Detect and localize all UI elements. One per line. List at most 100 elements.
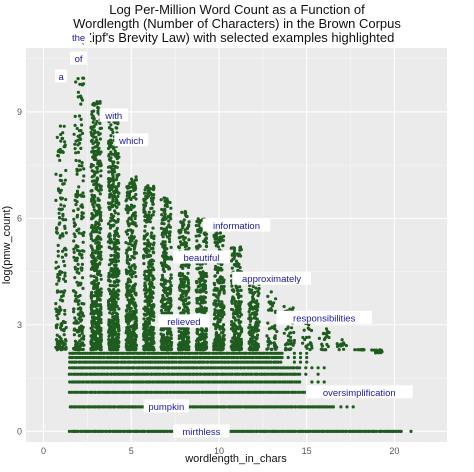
data-point — [162, 366, 166, 370]
data-point — [74, 151, 78, 155]
data-point — [180, 272, 185, 276]
data-point — [219, 314, 223, 318]
data-point — [152, 251, 156, 255]
data-point — [203, 380, 207, 384]
data-point — [216, 278, 220, 282]
data-point — [92, 201, 96, 205]
data-point — [150, 360, 154, 364]
data-point — [113, 296, 117, 300]
data-point — [160, 360, 165, 364]
data-point — [128, 182, 132, 186]
data-point — [162, 429, 166, 433]
data-point — [217, 372, 221, 376]
data-point — [103, 351, 107, 355]
data-point — [98, 185, 102, 189]
data-point — [58, 158, 62, 162]
data-point — [124, 251, 128, 255]
data-point — [74, 347, 78, 352]
data-point — [166, 390, 170, 394]
data-point — [184, 230, 188, 234]
data-point — [220, 331, 224, 335]
data-point — [227, 355, 231, 360]
data-point — [239, 405, 243, 409]
data-point — [127, 246, 131, 250]
data-point — [161, 266, 165, 271]
data-point — [116, 335, 120, 340]
data-point — [186, 265, 191, 269]
data-point — [162, 372, 166, 376]
data-point — [106, 372, 110, 376]
data-point — [213, 267, 217, 271]
data-point — [262, 390, 266, 394]
data-point — [116, 288, 120, 292]
data-point — [187, 238, 191, 242]
data-point — [236, 306, 240, 310]
data-point — [198, 290, 202, 294]
data-point — [90, 193, 94, 197]
data-point — [208, 355, 212, 360]
data-point — [162, 279, 166, 283]
data-point — [76, 307, 80, 311]
data-point — [108, 289, 112, 293]
data-point — [145, 196, 149, 200]
data-point — [111, 160, 115, 164]
data-point — [167, 237, 171, 241]
data-point — [236, 366, 240, 370]
data-point — [60, 232, 65, 236]
data-point — [239, 366, 243, 370]
data-point — [127, 330, 131, 335]
data-point — [114, 126, 118, 130]
data-point — [161, 305, 166, 309]
data-point — [187, 224, 191, 228]
data-point — [127, 186, 131, 190]
data-point — [97, 317, 101, 321]
data-point — [128, 288, 132, 292]
data-point — [239, 341, 243, 345]
data-point — [151, 226, 155, 230]
data-point — [133, 340, 137, 345]
data-point — [280, 405, 284, 409]
data-point — [150, 193, 154, 197]
data-point — [230, 372, 235, 376]
data-point — [125, 289, 130, 293]
data-point — [96, 285, 100, 289]
data-point — [109, 123, 113, 127]
data-point — [215, 235, 219, 239]
data-point — [238, 372, 242, 376]
data-point — [82, 343, 86, 347]
data-point — [142, 323, 146, 327]
data-point — [195, 351, 200, 355]
data-point — [149, 299, 153, 303]
data-point — [56, 317, 60, 321]
data-point — [143, 281, 147, 285]
data-point — [72, 328, 76, 332]
data-point — [160, 264, 165, 268]
data-point — [160, 207, 164, 212]
data-point — [63, 338, 68, 342]
data-point — [72, 232, 76, 236]
data-point — [184, 213, 188, 217]
data-point — [89, 165, 93, 169]
data-point — [107, 305, 111, 309]
data-point — [287, 366, 291, 370]
data-point — [61, 249, 65, 253]
data-point — [98, 192, 102, 196]
data-point — [218, 320, 222, 324]
data-point — [124, 405, 128, 409]
data-point — [76, 283, 80, 287]
data-point — [247, 310, 251, 314]
data-point — [143, 210, 147, 214]
data-point — [94, 170, 98, 174]
data-point — [92, 347, 96, 351]
data-point — [107, 153, 111, 157]
data-point — [77, 168, 81, 172]
data-point — [231, 257, 235, 261]
data-point — [117, 327, 121, 331]
data-point — [380, 429, 384, 433]
data-point — [116, 254, 120, 258]
data-point — [79, 137, 83, 141]
data-point — [73, 316, 77, 320]
data-point — [146, 372, 150, 376]
data-point — [89, 233, 93, 237]
data-point — [129, 207, 133, 212]
